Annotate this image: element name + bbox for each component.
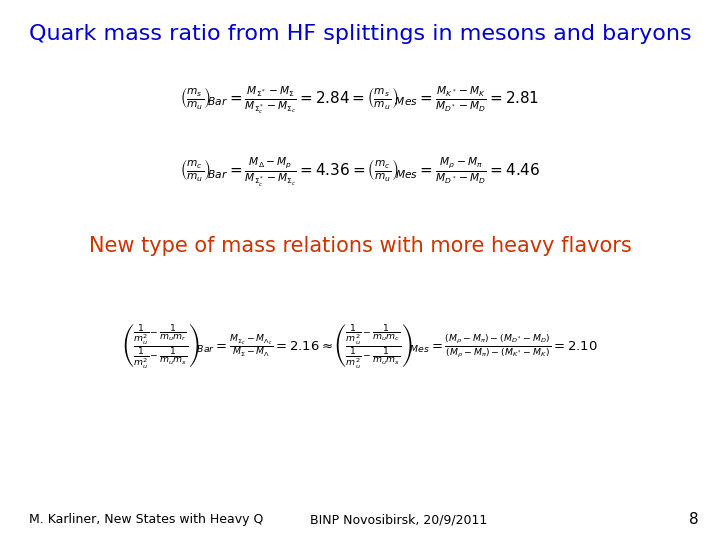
Text: New type of mass relations with more heavy flavors: New type of mass relations with more hea… (89, 235, 631, 256)
Text: 8: 8 (689, 511, 698, 526)
Text: $\left(\frac{m_s}{m_u}\right)_{\!\!Bar} = \frac{M_{\Sigma^*} - M_{\Sigma}}{M_{\S: $\left(\frac{m_s}{m_u}\right)_{\!\!Bar} … (181, 84, 539, 116)
Text: $\left(\frac{\dfrac{1}{m_u^2} - \dfrac{1}{m_u m_r}}{\dfrac{1}{m_u^2} - \dfrac{1}: $\left(\frac{\dfrac{1}{m_u^2} - \dfrac{1… (122, 322, 598, 369)
Text: M. Karliner, New States with Heavy Q: M. Karliner, New States with Heavy Q (29, 514, 264, 526)
Text: $\left(\frac{m_c}{m_u}\right)_{\!\!Bar} = \frac{M_{\Delta} - M_p}{M_{\Sigma^*_c}: $\left(\frac{m_c}{m_u}\right)_{\!\!Bar} … (180, 156, 540, 190)
Text: BINP Novosibirsk, 20/9/2011: BINP Novosibirsk, 20/9/2011 (310, 514, 487, 526)
Text: Quark mass ratio from HF splittings in mesons and baryons: Quark mass ratio from HF splittings in m… (29, 24, 691, 44)
